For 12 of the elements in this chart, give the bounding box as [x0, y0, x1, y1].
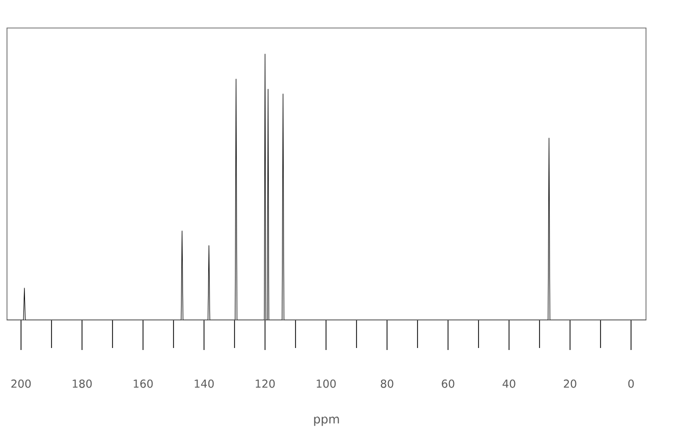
- x-tick-label: 60: [442, 380, 454, 388]
- x-tick-label: 40: [502, 380, 516, 388]
- x-tick-label: 0: [628, 380, 634, 388]
- x-tick-label: 160: [134, 380, 153, 388]
- x-tick-label: 20: [564, 380, 576, 388]
- x-tick-label: 80: [380, 380, 394, 388]
- x-tick-label: 100: [316, 380, 336, 388]
- x-tick-label: 180: [72, 380, 92, 388]
- x-axis-title: ppm: [314, 416, 339, 426]
- x-tick-label: 200: [11, 380, 31, 388]
- x-tick-label: 140: [194, 380, 214, 388]
- x-tick-label: 120: [256, 380, 275, 388]
